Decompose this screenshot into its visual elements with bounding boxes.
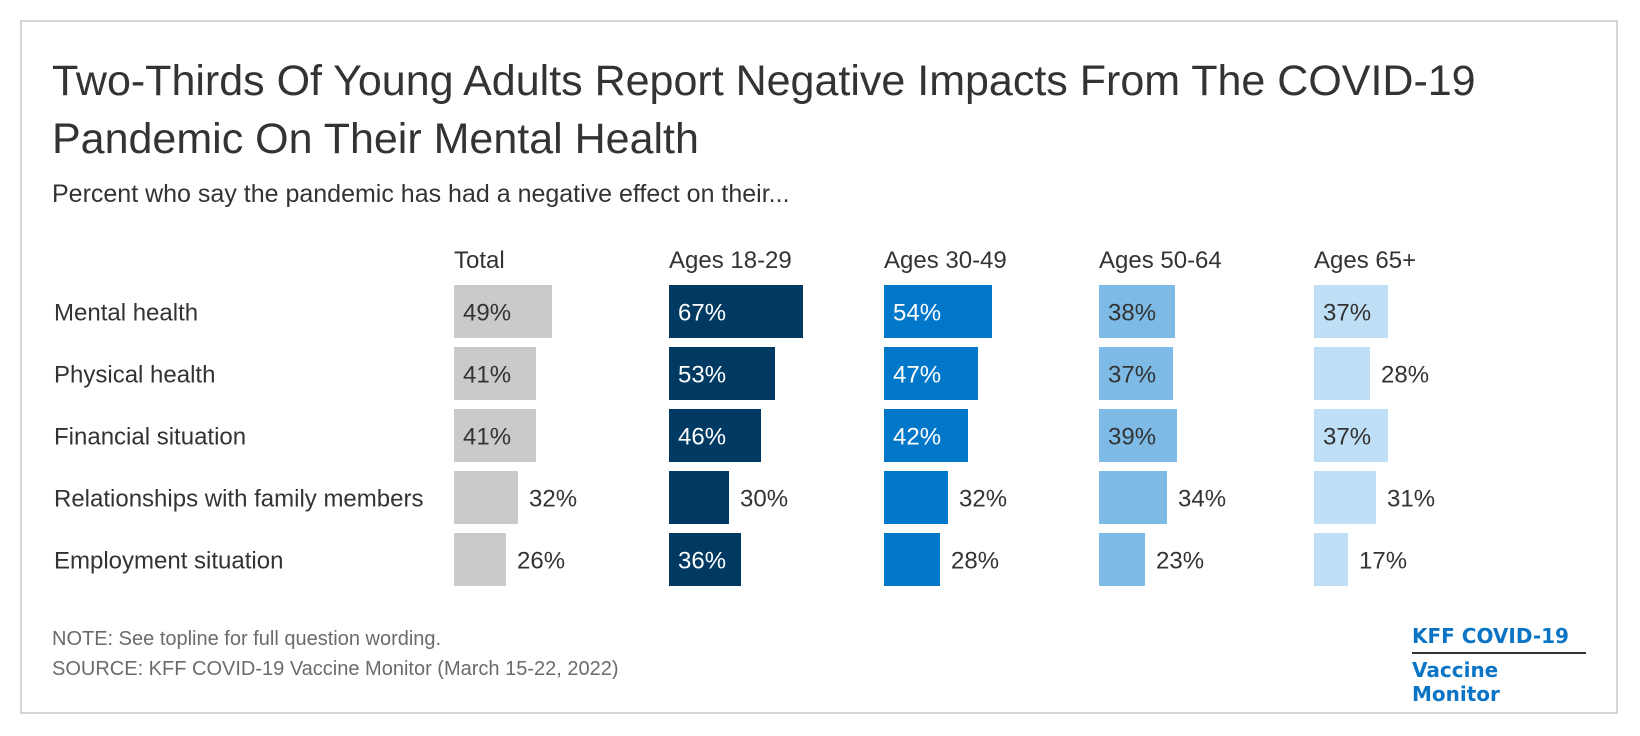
data-label: 28% bbox=[951, 548, 999, 575]
data-label: 23% bbox=[1156, 548, 1204, 575]
data-label: 47% bbox=[893, 362, 941, 389]
data-label: 31% bbox=[1387, 486, 1435, 513]
data-label: 17% bbox=[1359, 548, 1407, 575]
data-label: 26% bbox=[517, 548, 565, 575]
data-label: 28% bbox=[1381, 362, 1429, 389]
bar bbox=[454, 285, 552, 338]
data-label: 36% bbox=[678, 548, 726, 575]
bar bbox=[454, 533, 506, 586]
bar bbox=[1314, 533, 1348, 586]
bar bbox=[669, 347, 775, 400]
bar bbox=[1099, 285, 1175, 338]
bar bbox=[1099, 409, 1177, 462]
bar bbox=[1099, 471, 1167, 524]
bar bbox=[884, 285, 992, 338]
bar bbox=[1314, 285, 1388, 338]
data-label: 41% bbox=[463, 424, 511, 451]
category-label: Financial situation bbox=[54, 424, 246, 451]
data-label: 46% bbox=[678, 424, 726, 451]
bar bbox=[669, 409, 761, 462]
footnote-note: NOTE: See topline for full question word… bbox=[52, 628, 442, 650]
bar bbox=[884, 471, 948, 524]
data-label: 49% bbox=[463, 300, 511, 327]
logo-line-1: KFF COVID-19 bbox=[1412, 624, 1586, 654]
bar bbox=[1314, 471, 1376, 524]
panel-header: Ages 30-49 bbox=[884, 247, 1007, 274]
data-label: 41% bbox=[463, 362, 511, 389]
data-label: 67% bbox=[678, 300, 726, 327]
bar bbox=[1099, 533, 1145, 586]
category-label: Employment situation bbox=[54, 548, 283, 575]
data-label: 37% bbox=[1108, 362, 1156, 389]
panel-header: Ages 50-64 bbox=[1099, 247, 1222, 274]
panel-header: Total bbox=[454, 247, 505, 274]
data-label: 32% bbox=[959, 486, 1007, 513]
category-label: Mental health bbox=[54, 300, 198, 327]
panel-header: Ages 18-29 bbox=[669, 247, 792, 274]
bar bbox=[669, 285, 803, 338]
data-label: 53% bbox=[678, 362, 726, 389]
data-label: 42% bbox=[893, 424, 941, 451]
bar bbox=[1314, 409, 1388, 462]
bar bbox=[454, 409, 536, 462]
data-label: 54% bbox=[893, 300, 941, 327]
data-label: 34% bbox=[1178, 486, 1226, 513]
category-label: Physical health bbox=[54, 362, 215, 389]
bar bbox=[669, 533, 741, 586]
category-label: Relationships with family members bbox=[54, 486, 423, 513]
kff-logo: KFF COVID-19 Vaccine Monitor bbox=[1412, 624, 1586, 706]
bar bbox=[1314, 347, 1370, 400]
bar bbox=[454, 471, 518, 524]
data-label: 30% bbox=[740, 486, 788, 513]
panel-header: Ages 65+ bbox=[1314, 247, 1416, 274]
chart-title: Two-Thirds Of Young Adults Report Negati… bbox=[52, 57, 1476, 163]
bar bbox=[884, 409, 968, 462]
footnote-source: SOURCE: KFF COVID-19 Vaccine Monitor (Ma… bbox=[52, 658, 619, 680]
data-label: 37% bbox=[1323, 300, 1371, 327]
data-label: 39% bbox=[1108, 424, 1156, 451]
bar bbox=[884, 533, 940, 586]
logo-line-2: Vaccine Monitor bbox=[1412, 658, 1500, 706]
data-label: 32% bbox=[529, 486, 577, 513]
bar bbox=[669, 471, 729, 524]
bar bbox=[1099, 347, 1173, 400]
chart-subtitle: Percent who say the pandemic has had a n… bbox=[52, 180, 790, 208]
bar bbox=[454, 347, 536, 400]
bar-chart: Mental health Physical health Financial si… bbox=[54, 247, 1435, 586]
bar bbox=[884, 347, 978, 400]
data-label: 37% bbox=[1323, 424, 1371, 451]
data-label: 38% bbox=[1108, 300, 1156, 327]
